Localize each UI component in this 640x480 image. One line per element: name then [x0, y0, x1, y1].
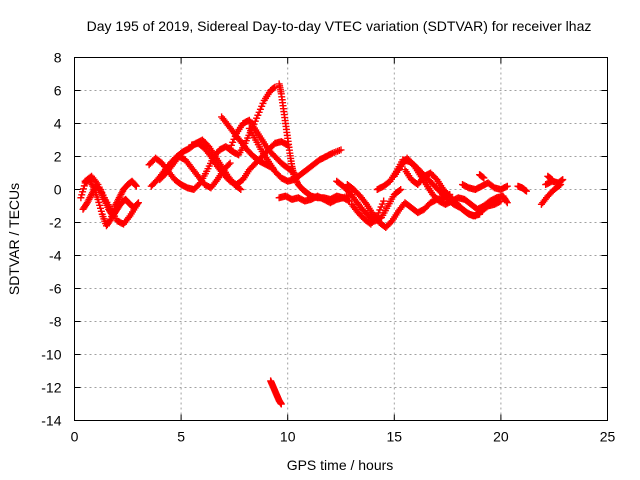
y-tick-label: -6 [49, 281, 62, 297]
data-point [277, 400, 285, 408]
data-point [132, 202, 140, 210]
data-point [106, 217, 114, 225]
y-tick-label: 4 [54, 116, 62, 132]
y-axis-label: SDTVAR / TECUs [6, 183, 22, 295]
series-arc-24 [544, 172, 556, 184]
x-tick-labels: 0 5 10 15 20 25 [71, 429, 616, 445]
x-tick-label: 25 [600, 429, 616, 445]
series-arc-25 [267, 377, 285, 408]
data-point [337, 146, 345, 154]
data-points [77, 80, 567, 408]
data-point [503, 199, 511, 207]
data-point [226, 159, 234, 167]
series-arc-19 [459, 179, 511, 193]
data-point [131, 181, 139, 189]
y-tick-label: -14 [41, 413, 61, 429]
x-tick-label: 5 [177, 429, 185, 445]
data-point [522, 187, 530, 195]
plot-frame [74, 57, 608, 421]
data-point [237, 186, 245, 193]
y-tick-label: -12 [41, 380, 61, 396]
data-point [395, 186, 403, 194]
series-arc-14 [343, 181, 454, 231]
data-point [559, 176, 567, 184]
data-point [480, 174, 488, 182]
y-tick-label: 8 [54, 50, 62, 66]
series-arc-21 [514, 182, 530, 195]
series-arc-12 [275, 192, 354, 207]
data-point [132, 182, 140, 190]
y-tick-label: -8 [49, 314, 62, 330]
data-point [397, 186, 405, 193]
data-point [497, 197, 505, 205]
y-tick-label: -2 [49, 215, 62, 231]
data-point [380, 197, 388, 205]
data-point [503, 182, 511, 190]
data-point [225, 160, 233, 168]
x-tick-label: 0 [71, 429, 79, 445]
y-tick-labels: -14 -12 -10 -8 -6 -4 -2 0 2 4 6 8 [41, 50, 61, 429]
x-axis-label: GPS time / hours [287, 457, 394, 473]
series-arc-03 [81, 172, 140, 228]
series-arc-15 [348, 197, 388, 228]
chart-title: Day 195 of 2019, Sidereal Day-to-day VTE… [87, 18, 592, 34]
series-arc-06 [156, 153, 234, 192]
grid-lines [74, 57, 608, 421]
y-tick-label: 2 [54, 149, 62, 165]
y-tick-label: -4 [49, 248, 62, 264]
x-tick-label: 20 [493, 429, 509, 445]
x-tick-label: 15 [387, 429, 403, 445]
series-arc-18 [401, 166, 505, 220]
axis-ticks [74, 57, 608, 421]
y-tick-label: -10 [41, 347, 61, 363]
series-arc-10 [245, 124, 345, 185]
data-point [548, 176, 556, 184]
series-arc-20 [476, 171, 488, 182]
y-tick-label: 0 [54, 182, 62, 198]
series-arc-17 [390, 154, 511, 213]
y-tick-label: 6 [54, 83, 62, 99]
data-point [236, 185, 244, 193]
x-tick-label: 10 [280, 429, 296, 445]
